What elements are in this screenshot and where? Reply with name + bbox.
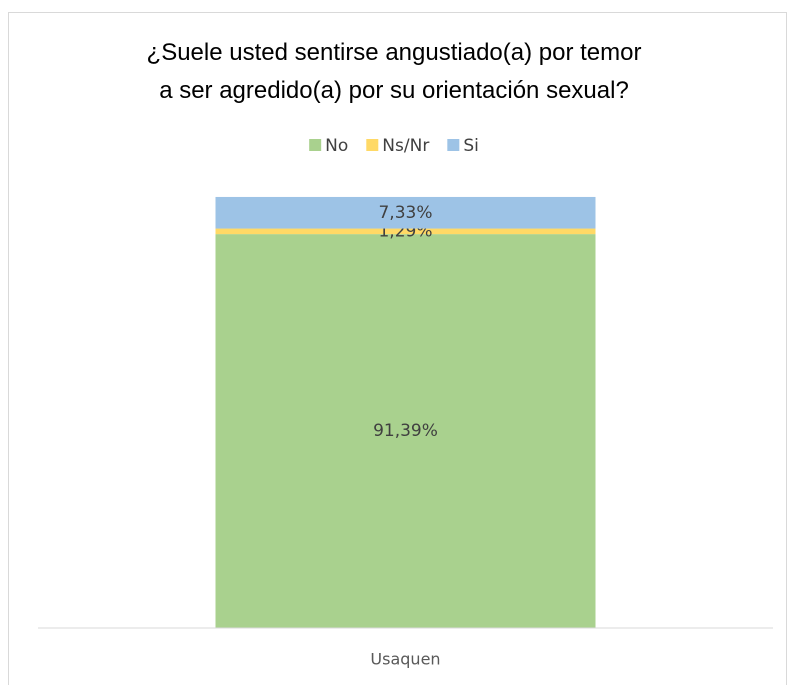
- legend-swatch: [309, 139, 322, 151]
- bar-segment: [215, 228, 596, 235]
- data-label: 7,33%: [378, 203, 432, 223]
- legend-swatch: [366, 139, 379, 151]
- legend-label: No: [325, 136, 348, 156]
- legend-swatch: [447, 139, 460, 151]
- bar-segment: [215, 234, 596, 628]
- bar-segment: [215, 196, 596, 229]
- x-tick-label: Usaquen: [370, 650, 440, 669]
- chart-title: ¿Suele usted sentirse angustiado(a) por …: [146, 39, 642, 104]
- data-label: 91,39%: [373, 421, 438, 441]
- legend-label: Si: [463, 136, 479, 156]
- legend-label: Ns/Nr: [382, 136, 429, 156]
- chart-frame: [8, 12, 787, 685]
